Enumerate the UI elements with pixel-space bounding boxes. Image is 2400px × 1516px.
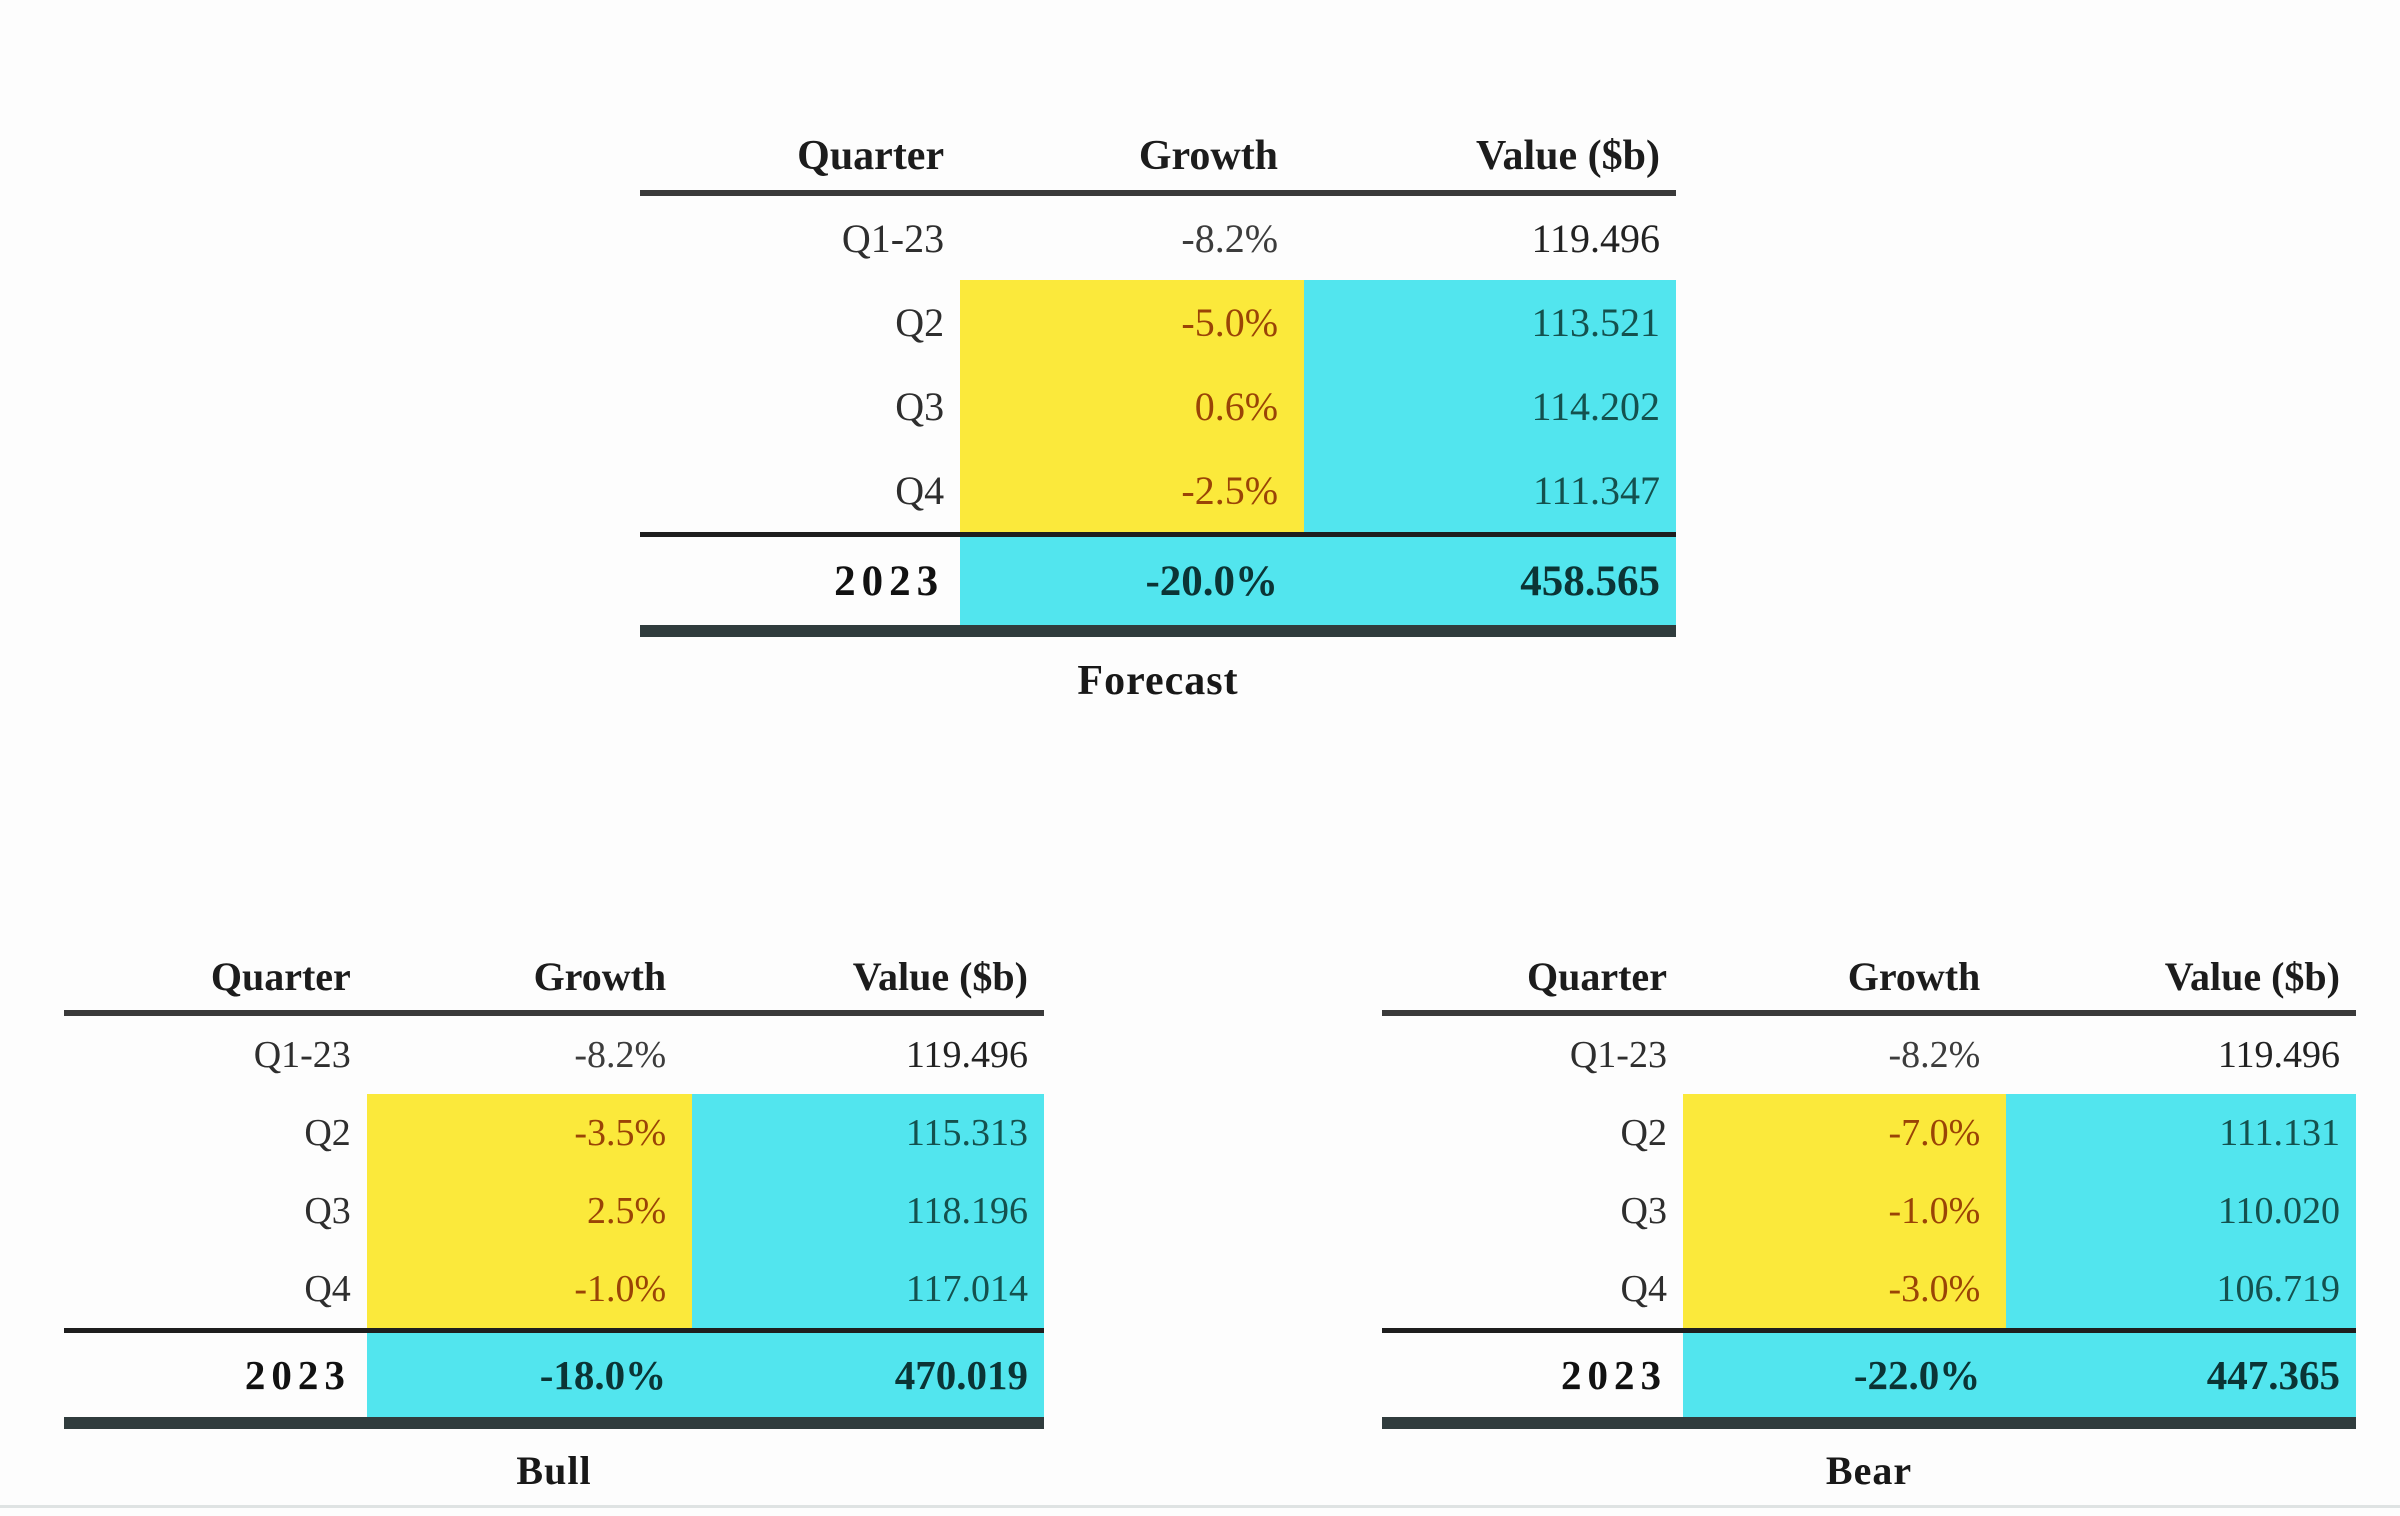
header-growth: Growth bbox=[1138, 133, 1279, 179]
header-quarter: Quarter bbox=[210, 954, 351, 999]
quarter-cell: Q3 bbox=[895, 383, 945, 429]
header-value: Value ($b) bbox=[852, 954, 1028, 999]
row-q4: Q4 -3.0% 106.719 bbox=[1382, 1250, 2356, 1333]
growth-cell-highlighted: -1.0% bbox=[1682, 1172, 2007, 1250]
growth-cell-highlighted: -1.0% bbox=[366, 1250, 693, 1328]
growth-cell-highlighted: 0.6% bbox=[960, 364, 1305, 448]
caption-bull: Bull bbox=[516, 1448, 592, 1493]
quarter-cell: Q3 bbox=[304, 1190, 351, 1232]
quarter-cell: Q1-23 bbox=[841, 215, 945, 261]
value-cell-highlighted: 111.131 bbox=[2006, 1094, 2356, 1172]
value-cell: 119.496 bbox=[2217, 1034, 2340, 1076]
row-q1-23: Q1-23 -8.2% 119.496 bbox=[1382, 1016, 2356, 1094]
total-value-cell: 458.565 bbox=[1304, 537, 1676, 625]
value-cell: 119.496 bbox=[905, 1034, 1028, 1076]
row-q4: Q4 -1.0% 117.014 bbox=[64, 1250, 1044, 1333]
growth-cell-highlighted: -2.5% bbox=[960, 448, 1305, 532]
row-total-2023: 2023 -22.0% 447.365 bbox=[1382, 1333, 2356, 1429]
value-cell-highlighted: 115.313 bbox=[692, 1094, 1044, 1172]
growth-cell: -8.2% bbox=[1888, 1034, 1981, 1076]
caption-bear: Bear bbox=[1825, 1448, 1913, 1493]
row-q3: Q3 2.5% 118.196 bbox=[64, 1172, 1044, 1250]
growth-cell-highlighted: 2.5% bbox=[366, 1172, 693, 1250]
total-growth-cell: -20.0% bbox=[960, 537, 1305, 625]
row-q2: Q2 -5.0% 113.521 bbox=[640, 280, 1676, 364]
quarter-cell: Q2 bbox=[895, 299, 945, 345]
total-quarter-cell: 2023 bbox=[244, 1352, 351, 1398]
quarter-cell: Q1-23 bbox=[253, 1034, 351, 1076]
total-value-cell: 447.365 bbox=[2006, 1333, 2356, 1417]
row-q1-23: Q1-23 -8.2% 119.496 bbox=[640, 196, 1676, 280]
row-q4: Q4 -2.5% 111.347 bbox=[640, 448, 1676, 537]
header-growth: Growth bbox=[533, 954, 667, 999]
table-header-row: Quarter Growth Value ($b) bbox=[64, 948, 1044, 1016]
growth-cell-highlighted: -5.0% bbox=[960, 280, 1305, 364]
header-value: Value ($b) bbox=[2164, 954, 2340, 999]
bear-scenario-table: Quarter Growth Value ($b) Q1-23 -8.2% 11… bbox=[1382, 948, 2356, 1494]
total-quarter-cell: 2023 bbox=[834, 557, 945, 605]
page-bottom-edge bbox=[0, 1505, 2400, 1508]
total-quarter-cell: 2023 bbox=[1560, 1352, 1667, 1398]
quarter-cell: Q1-23 bbox=[1569, 1034, 1667, 1076]
quarter-cell: Q3 bbox=[1620, 1190, 1667, 1232]
row-q3: Q3 0.6% 114.202 bbox=[640, 364, 1676, 448]
caption-forecast: Forecast bbox=[1077, 658, 1239, 704]
quarter-cell: Q4 bbox=[895, 467, 945, 513]
value-cell-highlighted: 118.196 bbox=[692, 1172, 1044, 1250]
total-growth-cell: -22.0% bbox=[1682, 1333, 2007, 1417]
header-quarter: Quarter bbox=[797, 133, 945, 179]
row-q2: Q2 -3.5% 115.313 bbox=[64, 1094, 1044, 1172]
value-cell-highlighted: 111.347 bbox=[1304, 448, 1676, 532]
quarter-cell: Q4 bbox=[304, 1268, 351, 1310]
growth-cell-highlighted: -3.5% bbox=[366, 1094, 693, 1172]
total-growth-cell: -18.0% bbox=[366, 1333, 693, 1417]
value-cell-highlighted: 113.521 bbox=[1304, 280, 1676, 364]
bull-scenario-table: Quarter Growth Value ($b) Q1-23 -8.2% 11… bbox=[64, 948, 1044, 1494]
value-cell-highlighted: 110.020 bbox=[2006, 1172, 2356, 1250]
growth-cell: -8.2% bbox=[1181, 215, 1279, 261]
value-cell-highlighted: 106.719 bbox=[2006, 1250, 2356, 1328]
value-cell-highlighted: 117.014 bbox=[692, 1250, 1044, 1328]
forecast-scenario-table: Quarter Growth Value ($b) Q1-23 -8.2% 11… bbox=[640, 126, 1676, 705]
quarter-cell: Q2 bbox=[1620, 1112, 1667, 1154]
value-cell-highlighted: 114.202 bbox=[1304, 364, 1676, 448]
row-q1-23: Q1-23 -8.2% 119.496 bbox=[64, 1016, 1044, 1094]
row-total-2023: 2023 -20.0% 458.565 bbox=[640, 537, 1676, 637]
total-value-cell: 470.019 bbox=[692, 1333, 1044, 1417]
growth-cell-highlighted: -3.0% bbox=[1682, 1250, 2007, 1328]
growth-cell: -8.2% bbox=[574, 1034, 667, 1076]
row-q3: Q3 -1.0% 110.020 bbox=[1382, 1172, 2356, 1250]
header-quarter: Quarter bbox=[1527, 954, 1667, 999]
value-cell: 119.496 bbox=[1531, 215, 1660, 261]
table-header-row: Quarter Growth Value ($b) bbox=[1382, 948, 2356, 1016]
quarter-cell: Q2 bbox=[304, 1112, 351, 1154]
quarter-cell: Q4 bbox=[1620, 1268, 1667, 1310]
header-growth: Growth bbox=[1847, 954, 1981, 999]
table-header-row: Quarter Growth Value ($b) bbox=[640, 126, 1676, 196]
row-q2: Q2 -7.0% 111.131 bbox=[1382, 1094, 2356, 1172]
header-value: Value ($b) bbox=[1475, 133, 1660, 179]
row-total-2023: 2023 -18.0% 470.019 bbox=[64, 1333, 1044, 1429]
growth-cell-highlighted: -7.0% bbox=[1682, 1094, 2007, 1172]
